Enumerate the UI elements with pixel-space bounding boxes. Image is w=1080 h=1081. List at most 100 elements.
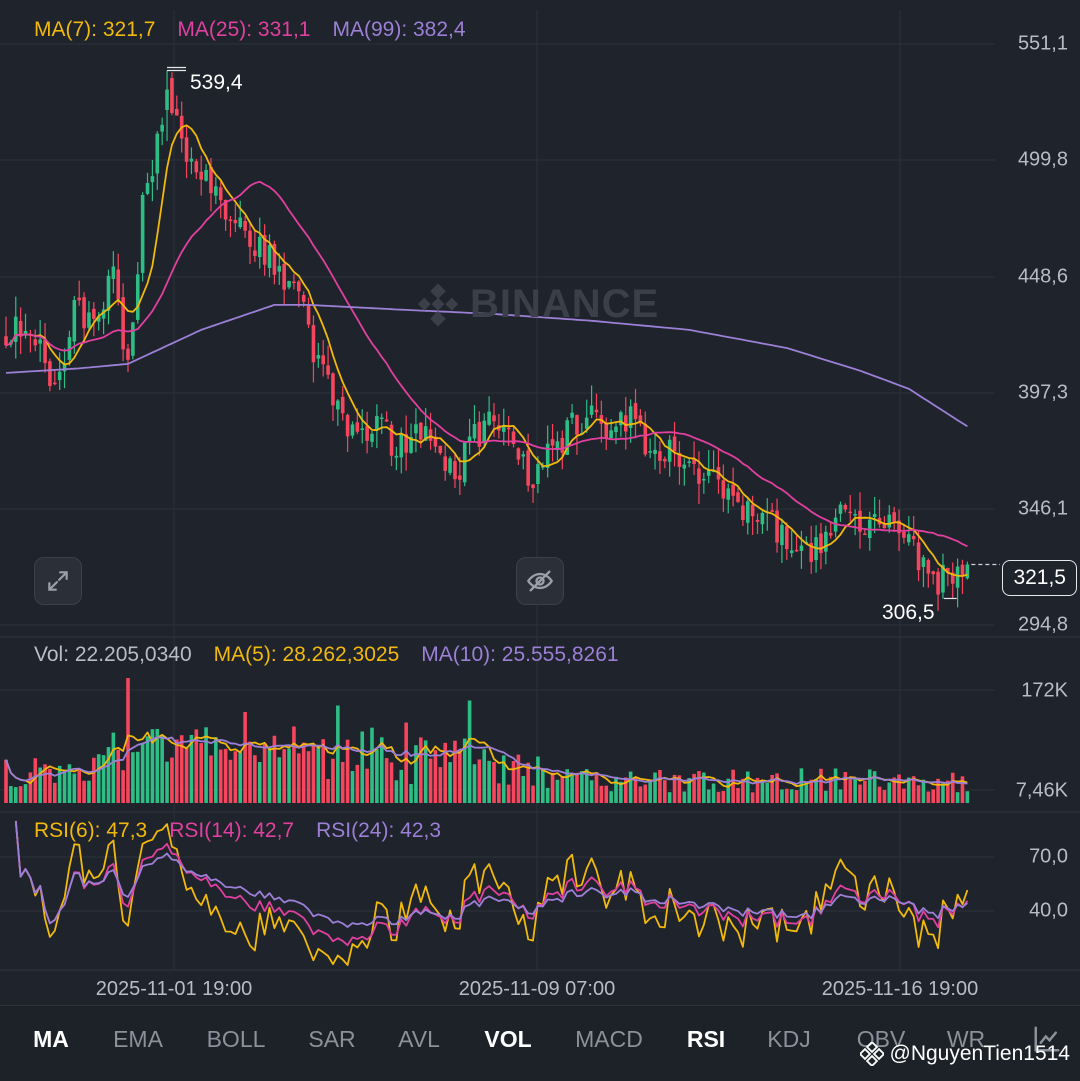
- volume-bar: [23, 784, 28, 803]
- expand-button[interactable]: [34, 557, 82, 605]
- candle-body: [794, 549, 799, 552]
- volume-bar: [916, 785, 921, 803]
- candle-body: [67, 337, 72, 360]
- tool-sar[interactable]: SAR: [308, 1026, 356, 1052]
- tool-wr[interactable]: WR: [946, 1026, 986, 1052]
- volume-bar: [404, 722, 408, 803]
- volume-bar: [672, 774, 677, 803]
- candle-body: [375, 415, 379, 430]
- tool-ema[interactable]: EMA: [113, 1026, 163, 1052]
- candle-body: [253, 250, 257, 256]
- candle-body: [297, 281, 301, 292]
- tool-rsi[interactable]: RSI: [686, 1026, 726, 1052]
- candle-body: [848, 511, 853, 514]
- time-tick-label: 2025-11-09 07:00: [458, 978, 616, 1000]
- volume-bar: [292, 726, 296, 803]
- candle-body: [72, 299, 77, 342]
- volume-bar: [692, 773, 696, 803]
- candle-body: [433, 436, 438, 447]
- volume-bar: [741, 778, 745, 803]
- volume-bar: [267, 746, 272, 803]
- candle-body: [741, 505, 745, 520]
- candle-body: [936, 571, 940, 595]
- volume-bar: [809, 779, 813, 803]
- volume-bar: [863, 780, 867, 803]
- tool-kdj[interactable]: KDJ: [767, 1026, 811, 1052]
- price-candles: [4, 70, 970, 611]
- volume-bar: [950, 772, 955, 803]
- tool-avl[interactable]: AVL: [398, 1026, 440, 1052]
- candle-body: [311, 325, 316, 363]
- volume-bar: [150, 729, 155, 803]
- tool-ma[interactable]: MA: [33, 1026, 69, 1052]
- grid-lines: [0, 10, 1080, 971]
- candle-body: [233, 219, 238, 224]
- volume-bar: [536, 756, 540, 803]
- author-name: @NguyenTien1514: [889, 1042, 1071, 1065]
- chart-canvas[interactable]: [0, 0, 1080, 1005]
- volume-bar: [653, 772, 657, 803]
- volume-bar: [121, 770, 125, 803]
- candle-body: [516, 448, 521, 460]
- time-tick-label: 2025-11-16 19:00: [821, 978, 979, 1000]
- candle-body: [321, 355, 325, 365]
- candle-body: [584, 417, 589, 429]
- volume-bar: [555, 779, 560, 803]
- volume-bar: [214, 737, 218, 803]
- candle-body: [111, 266, 116, 280]
- candle-body: [140, 194, 145, 273]
- volume-bar: [755, 777, 760, 803]
- candle-body: [843, 504, 848, 510]
- volume-bar: [175, 739, 179, 803]
- volume-bar: [609, 791, 613, 803]
- tool-obv[interactable]: OBV: [856, 1026, 906, 1052]
- candle-body: [872, 514, 877, 518]
- volume-bar: [663, 780, 667, 803]
- volume-bar: [472, 764, 477, 803]
- candle-body: [443, 456, 447, 471]
- candle-body: [467, 436, 472, 442]
- candle-body: [370, 433, 374, 442]
- volume-bar: [92, 757, 96, 803]
- volume-bar: [77, 770, 81, 803]
- chart-settings-icon[interactable]: [1032, 1024, 1062, 1054]
- candle-body: [614, 426, 618, 433]
- candle-body: [745, 501, 750, 523]
- rsi-tick-label: 40,0: [1029, 899, 1068, 922]
- volume-bar: [223, 748, 228, 803]
- candle-body: [863, 533, 867, 536]
- volume-bar: [736, 787, 740, 803]
- volume-bar: [360, 731, 365, 803]
- candle-body: [262, 234, 267, 265]
- candle-body: [62, 363, 67, 372]
- volume-bar: [785, 788, 789, 803]
- volume-bar: [218, 749, 223, 803]
- candle-body: [750, 504, 755, 517]
- candle-body: [799, 545, 804, 551]
- candle-body: [394, 455, 399, 458]
- volume-bar: [682, 791, 687, 803]
- candle-body: [326, 365, 330, 375]
- hide-indicators-button[interactable]: [516, 557, 564, 605]
- volume-bar: [638, 786, 643, 803]
- candle-body: [575, 415, 579, 435]
- candle-body: [204, 169, 208, 181]
- volume-bar: [160, 736, 164, 803]
- tool-vol[interactable]: VOL: [484, 1026, 532, 1052]
- volume-bar: [38, 767, 42, 803]
- volume-bar: [619, 781, 623, 803]
- volume-bar: [545, 787, 550, 803]
- candle-body: [941, 564, 945, 593]
- candle-body: [667, 439, 672, 462]
- tool-macd[interactable]: MACD: [575, 1026, 643, 1052]
- volume-bar: [379, 737, 384, 803]
- volume-bar: [253, 755, 257, 803]
- volume-bar: [43, 764, 47, 803]
- candle-body: [404, 434, 408, 453]
- candle-body: [82, 297, 86, 329]
- candle-body: [355, 422, 360, 432]
- candle-body: [150, 176, 155, 183]
- tool-boll[interactable]: BOLL: [206, 1026, 266, 1052]
- candle-body: [594, 409, 599, 413]
- candle-body: [921, 557, 926, 567]
